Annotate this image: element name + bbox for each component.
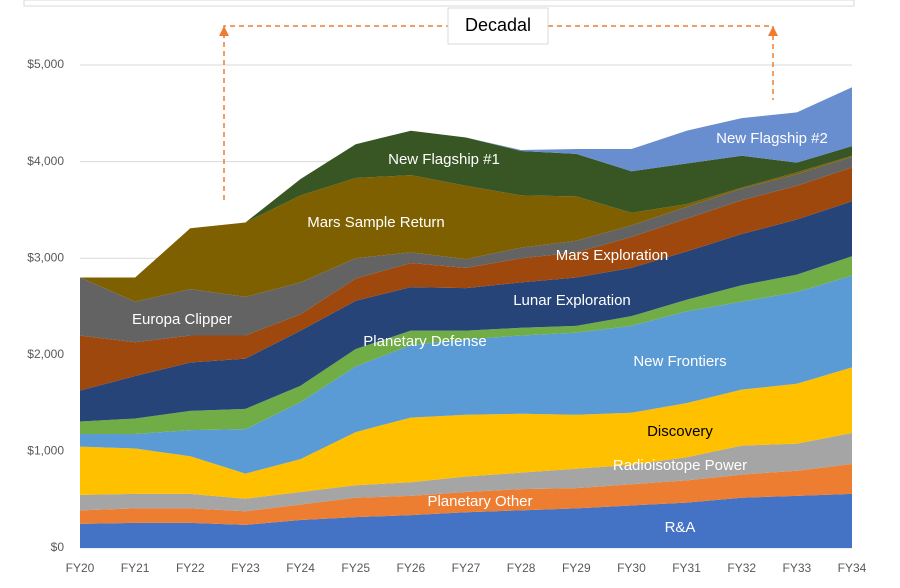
x-tick-label: FY34 <box>838 561 867 575</box>
x-tick-label: FY31 <box>672 561 701 575</box>
series-label: R&A <box>665 519 696 536</box>
series-label: Mars Exploration <box>556 247 669 264</box>
series-label: Radioisotope Power <box>613 457 747 474</box>
area <box>80 167 852 391</box>
annotation-box <box>447 7 549 45</box>
area <box>80 201 852 422</box>
x-tick-label: FY20 <box>66 561 95 575</box>
x-tick-label: FY33 <box>783 561 812 575</box>
y-tick-label: $2,000 <box>27 347 64 361</box>
area <box>80 275 852 474</box>
x-tick-label: FY26 <box>397 561 426 575</box>
annotation: Decadal <box>465 15 531 35</box>
y-tick-label: $5,000 <box>27 57 64 71</box>
series-label: Discovery <box>647 423 713 440</box>
area <box>80 463 852 525</box>
y-tick-label: $1,000 <box>27 444 64 458</box>
x-tick-label: FY25 <box>341 561 370 575</box>
x-tick-label: FY22 <box>176 561 205 575</box>
x-tick-label: FY30 <box>617 561 646 575</box>
y-tick-label: $4,000 <box>27 154 64 168</box>
areas <box>80 87 852 548</box>
series-label: New Flagship #1 <box>388 151 500 168</box>
area <box>80 155 852 302</box>
area <box>80 256 852 435</box>
series-label: Planetary Defense <box>363 333 486 350</box>
x-tick-label: FY29 <box>562 561 591 575</box>
series-label: Lunar Exploration <box>513 292 631 309</box>
series-label: Planetary Other <box>427 493 532 510</box>
series-label: Europa Clipper <box>132 311 232 328</box>
x-tick-label: FY23 <box>231 561 260 575</box>
x-tick-label: FY27 <box>452 561 481 575</box>
area <box>80 367 852 499</box>
area <box>80 493 852 548</box>
series-label: Mars Sample Return <box>307 214 445 231</box>
x-tick-label: FY24 <box>286 561 315 575</box>
area <box>80 156 852 343</box>
x-tick-label: FY32 <box>727 561 756 575</box>
y-tick-label: $0 <box>51 540 65 554</box>
x-tick-label: FY28 <box>507 561 536 575</box>
area <box>80 433 852 512</box>
y-tick-label: $3,000 <box>27 250 64 264</box>
series-label: New Frontiers <box>633 353 726 370</box>
decadal-bracket: Decadal <box>219 7 778 200</box>
series-label: New Flagship #2 <box>716 130 828 147</box>
chart-frame <box>23 0 855 7</box>
x-tick-label: FY21 <box>121 561 150 575</box>
